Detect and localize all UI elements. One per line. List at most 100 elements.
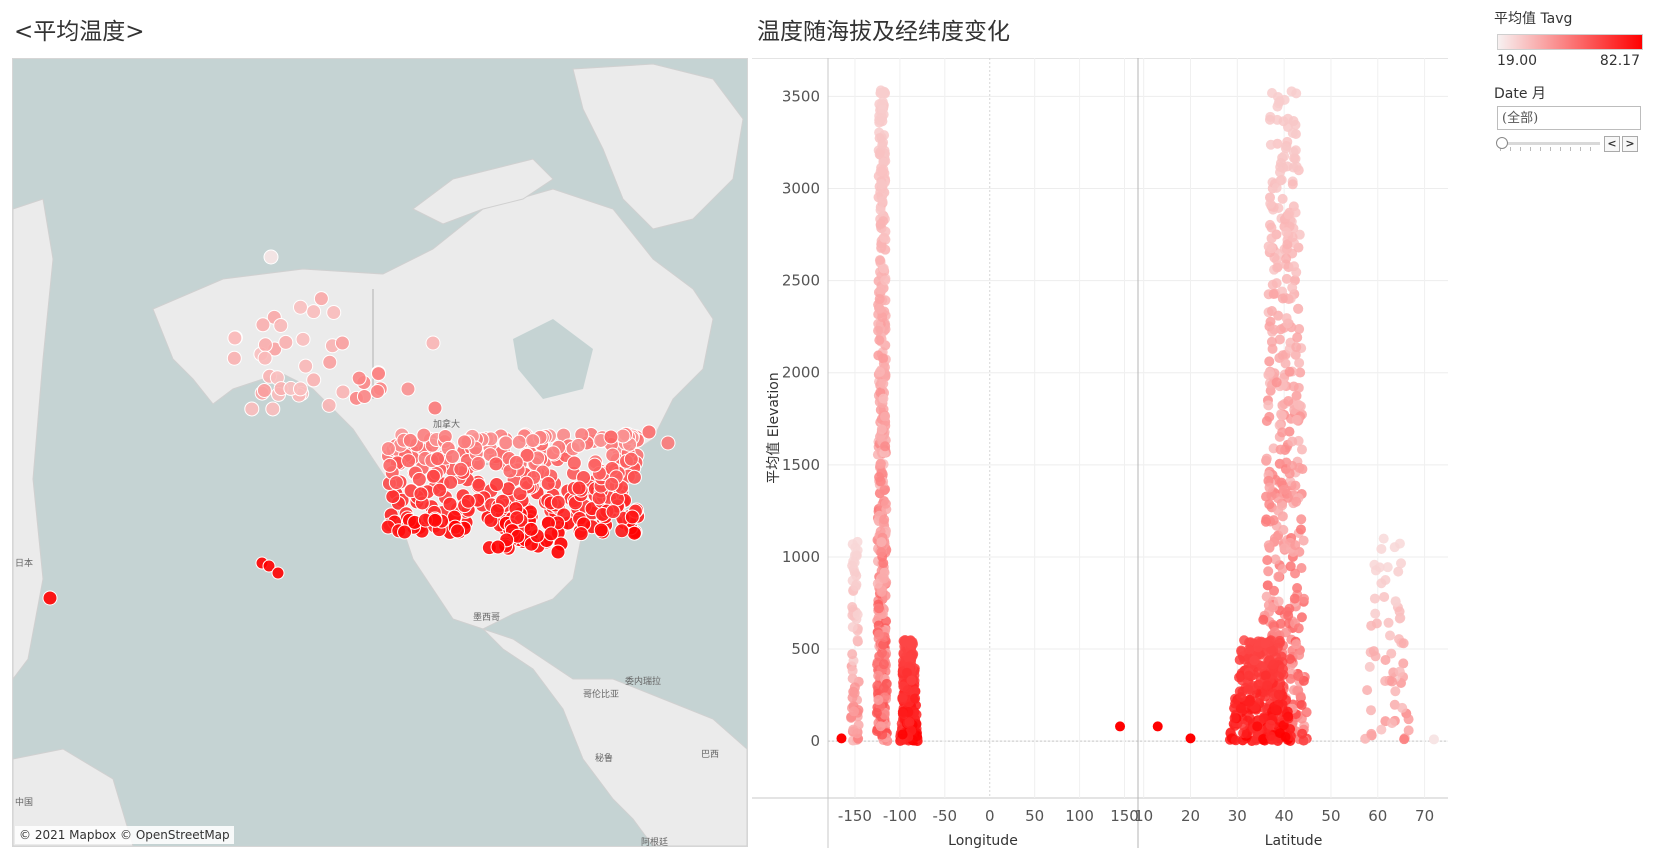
map-station-dot[interactable] [523, 521, 539, 537]
map-station-dot[interactable] [550, 544, 566, 560]
map-station-dot[interactable] [313, 291, 329, 307]
map-station-dot[interactable] [641, 424, 657, 440]
map-station-dot[interactable] [388, 475, 404, 491]
map-station-dot[interactable] [443, 474, 459, 490]
map-station-dot[interactable] [509, 510, 525, 526]
map-station-dot[interactable] [603, 429, 619, 445]
map-station-dot[interactable] [292, 381, 308, 397]
map-station-dot[interactable] [382, 457, 398, 473]
chevron-right-icon[interactable]: > [1622, 136, 1638, 152]
map-station-dot[interactable] [416, 427, 432, 443]
map-station-dot[interactable] [519, 447, 535, 463]
map-station-dot[interactable] [226, 350, 242, 366]
map-station-dot[interactable] [356, 388, 372, 404]
map-station-dot[interactable] [298, 358, 314, 374]
scatter-point [1269, 324, 1280, 335]
map-station-dot[interactable] [400, 381, 416, 397]
map-station-dot[interactable] [278, 334, 294, 350]
map-station-dot[interactable] [425, 335, 441, 351]
map-station-dot[interactable] [227, 330, 243, 346]
map-station-dot[interactable] [273, 317, 289, 333]
map-station-dot[interactable] [42, 590, 58, 606]
map-station-dot[interactable] [427, 400, 443, 416]
map-station-dot[interactable] [460, 493, 476, 509]
map-station-dot[interactable] [593, 522, 609, 538]
map-station-dot[interactable] [489, 477, 505, 493]
map-station-dot[interactable] [545, 445, 561, 461]
map-station-dot[interactable] [450, 523, 466, 539]
map-station-dot[interactable] [571, 480, 587, 496]
scatter-point [1394, 606, 1405, 617]
map-station-dot[interactable] [262, 559, 276, 573]
map-station-dot[interactable] [411, 471, 427, 487]
map-station-dot[interactable] [385, 489, 401, 505]
map-station-dot[interactable] [508, 454, 524, 470]
map-station-dot[interactable] [295, 331, 311, 347]
map-station-dot[interactable] [401, 453, 417, 469]
map-station-dot[interactable] [498, 435, 514, 451]
map-station-dot[interactable] [322, 354, 338, 370]
map-station-dot[interactable] [244, 401, 260, 417]
map-station-dot[interactable] [604, 476, 620, 492]
map-station-dot[interactable] [334, 335, 350, 351]
map-station-dot[interactable] [257, 350, 273, 366]
map-station-dots[interactable] [42, 249, 676, 606]
map-station-dot[interactable] [432, 482, 448, 498]
map-station-dot[interactable] [442, 496, 458, 512]
map-station-dot[interactable] [371, 366, 387, 382]
map-station-dot[interactable] [457, 434, 473, 450]
map-station-dot[interactable] [540, 475, 556, 491]
map-station-dot[interactable] [624, 509, 640, 525]
map-station-dot[interactable] [402, 432, 418, 448]
map-station-dot[interactable] [573, 526, 589, 542]
map-station-dot[interactable] [587, 457, 603, 473]
map-station-dot[interactable] [292, 299, 308, 315]
map-station-dot[interactable] [488, 456, 504, 472]
scatter-chart-panel[interactable]: 0 500 1000 1500 2000 2500 3000 3500 平均值 Elevatio… [752, 58, 1486, 848]
map-station-dot[interactable] [614, 523, 630, 539]
map-station-dot[interactable] [306, 372, 322, 388]
map-station-dot[interactable] [351, 370, 367, 386]
map-station-dot[interactable] [255, 317, 271, 333]
chevron-left-icon[interactable]: < [1604, 136, 1620, 152]
map-station-dot[interactable] [518, 475, 534, 491]
map-station-dot[interactable] [543, 526, 559, 542]
map-station-dot[interactable] [444, 449, 460, 465]
date-slider-track[interactable] [1500, 142, 1600, 145]
map-station-dot[interactable] [257, 337, 273, 353]
map-station-dot[interactable] [413, 486, 429, 502]
map-station-dot[interactable] [626, 469, 642, 485]
map-station-dot[interactable] [263, 249, 279, 265]
map-station-dot[interactable] [605, 504, 621, 520]
map-label-argentina: 阿根廷 [641, 836, 668, 846]
map-station-dot[interactable] [570, 437, 586, 453]
map-station-dot[interactable] [380, 441, 396, 457]
map-station-dot[interactable] [326, 304, 342, 320]
temperature-map[interactable]: 加拿大 墨西哥 哥伦比亚 委内瑞拉 秘鲁 巴西 阿根廷 日本 中国 © 2021… [12, 58, 748, 847]
map-station-dot[interactable] [306, 304, 322, 320]
map-station-dot[interactable] [430, 451, 446, 467]
map-station-dot[interactable] [489, 503, 505, 519]
map-station-dot[interactable] [470, 455, 486, 471]
map-station-dot[interactable] [271, 566, 285, 580]
map-station-dot[interactable] [453, 461, 469, 477]
map-station-dot[interactable] [605, 447, 621, 463]
map-station-dot[interactable] [425, 468, 441, 484]
map-station-dot[interactable] [427, 512, 443, 528]
map-station-dot[interactable] [511, 434, 527, 450]
map-station-dot[interactable] [397, 524, 413, 540]
map-station-dot[interactable] [660, 435, 676, 451]
map-station-dot[interactable] [369, 384, 385, 400]
date-filter-select[interactable]: (全部) [1497, 106, 1641, 130]
date-slider-thumb[interactable] [1496, 137, 1508, 149]
map-station-dot[interactable] [490, 539, 506, 555]
map-station-dot[interactable] [550, 494, 566, 510]
map-station-dot[interactable] [321, 397, 337, 413]
map-station-dot[interactable] [626, 525, 642, 541]
map-station-dot[interactable] [335, 384, 351, 400]
map-station-dot[interactable] [525, 433, 541, 449]
map-station-dot[interactable] [265, 401, 281, 417]
map-station-dot[interactable] [623, 451, 639, 467]
map-station-dot[interactable] [566, 455, 582, 471]
map-station-dot[interactable] [256, 382, 272, 398]
